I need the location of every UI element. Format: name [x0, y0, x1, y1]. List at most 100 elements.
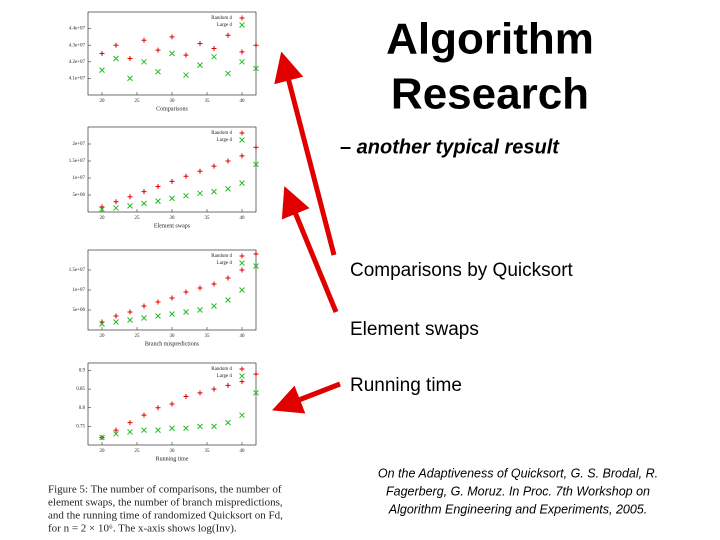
data-point [99, 206, 105, 213]
data-point [211, 163, 217, 169]
legend-label: Large d [217, 23, 233, 28]
data-point [239, 58, 245, 65]
x-tick-label: 40 [240, 449, 246, 454]
x-tick-label: 35 [205, 334, 211, 339]
x-tick-label: 20 [100, 216, 106, 221]
data-point [155, 198, 161, 204]
caption: and the running time of randomized Quick… [48, 510, 283, 522]
data-point [99, 67, 105, 73]
x-axis-label: Running time [156, 456, 189, 462]
data-point [225, 158, 231, 164]
data-point [113, 427, 119, 433]
data-point [239, 287, 245, 293]
data-point [253, 65, 259, 72]
x-tick-label: 35 [205, 216, 211, 221]
data-point [155, 405, 161, 411]
data-point [155, 313, 161, 319]
data-point [183, 425, 189, 432]
data-point [113, 42, 119, 48]
y-tick-label: 0.85 [76, 387, 85, 392]
data-point [211, 188, 217, 195]
y-tick-label: 0.8 [79, 406, 86, 411]
data-point [225, 419, 231, 426]
x-tick-label: 30 [170, 449, 176, 454]
x-axis-label: Element swaps [154, 223, 191, 229]
data-point [225, 382, 231, 388]
legend-marker [239, 253, 245, 259]
data-point [99, 434, 105, 441]
subtitle: – another typical result [340, 136, 560, 158]
x-tick-label: 40 [240, 216, 246, 221]
data-point [155, 299, 161, 305]
y-tick-label: 1e+07 [72, 288, 85, 293]
y-tick-label: 4.3e+07 [69, 43, 86, 48]
data-point [169, 425, 175, 432]
data-point [169, 311, 175, 317]
data-point [211, 53, 217, 60]
y-tick-label: 0.9 [79, 369, 86, 374]
data-point [169, 34, 175, 40]
data-point [197, 41, 203, 47]
data-point [141, 58, 147, 65]
x-tick-label: 40 [240, 99, 246, 104]
data-point [169, 401, 175, 407]
data-point [183, 289, 189, 295]
data-point [197, 423, 203, 430]
legend-marker [239, 22, 245, 28]
data-point [225, 70, 231, 77]
data-point [239, 180, 245, 186]
y-tick-label: 1e+07 [72, 176, 85, 181]
legend-label: Large d [217, 374, 233, 379]
x-tick-label: 25 [135, 216, 141, 221]
data-point [225, 275, 231, 281]
data-point [183, 192, 189, 199]
data-point [127, 55, 133, 61]
data-point [127, 194, 133, 200]
y-tick-label: 4.2e+07 [69, 60, 86, 65]
legend-marker [239, 15, 245, 21]
data-point [225, 32, 231, 38]
data-point [155, 68, 161, 75]
data-point [169, 50, 175, 57]
arrow [274, 51, 337, 256]
x-tick-label: 20 [100, 449, 106, 454]
data-point [141, 200, 147, 207]
x-tick-label: 35 [205, 449, 211, 454]
data-point [253, 263, 259, 269]
data-point [99, 204, 105, 210]
data-point [239, 153, 245, 159]
x-tick-label: 30 [170, 334, 176, 339]
data-point [155, 47, 161, 53]
citation: Fagerberg, G. Moruz. In Proc. 7th Worksh… [386, 484, 650, 498]
data-point [197, 190, 203, 197]
y-tick-label: 1.5e+07 [69, 159, 86, 164]
data-point [169, 295, 175, 301]
x-tick-label: 25 [135, 334, 141, 339]
data-point [99, 321, 105, 327]
legend-label: Random d [211, 16, 232, 21]
legend-marker [239, 137, 245, 143]
data-point [141, 189, 147, 195]
legend-label: Random d [211, 131, 232, 136]
data-point [253, 161, 259, 168]
data-point [141, 412, 147, 418]
y-tick-label: 5e+06 [72, 308, 85, 313]
data-point [253, 371, 259, 377]
data-point [197, 62, 203, 68]
data-point [183, 173, 189, 179]
x-tick-label: 35 [205, 99, 211, 104]
data-point [127, 309, 133, 315]
data-point [239, 49, 245, 55]
x-tick-label: 20 [100, 99, 106, 104]
title: Research [391, 70, 589, 119]
data-point [169, 195, 175, 202]
bullet: Element swaps [350, 319, 479, 340]
data-point [127, 203, 133, 209]
data-point [225, 186, 231, 192]
x-tick-label: 30 [170, 99, 176, 104]
data-point [183, 309, 189, 315]
data-point [113, 313, 119, 319]
bullet: Running time [350, 375, 462, 396]
data-point [239, 267, 245, 273]
